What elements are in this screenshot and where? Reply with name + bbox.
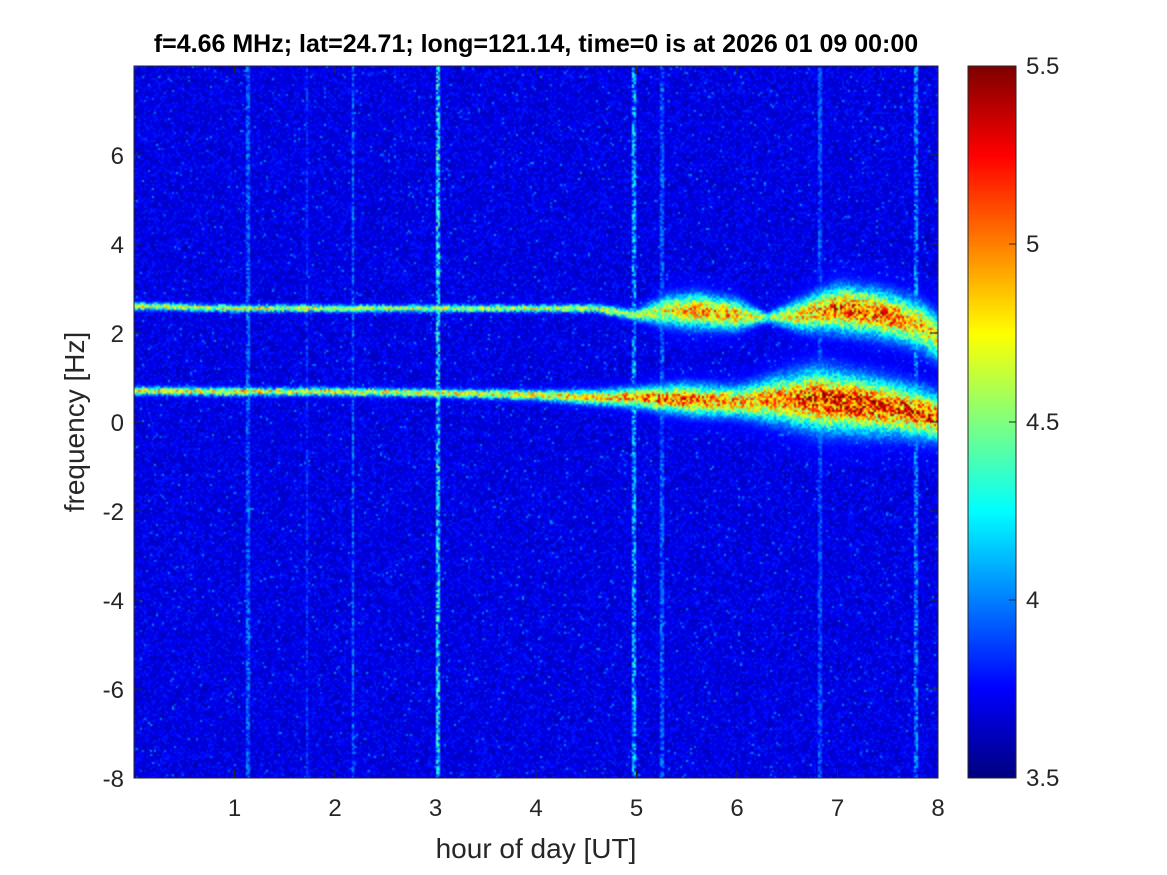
x-tick-label: 5 bbox=[630, 795, 643, 822]
x-axis-label: hour of day [UT] bbox=[436, 833, 637, 864]
plot-area bbox=[134, 66, 938, 778]
x-tick-label: 6 bbox=[730, 795, 743, 822]
y-tick-label: 6 bbox=[111, 143, 124, 170]
colorbar-tick-label: 3.5 bbox=[1026, 765, 1059, 792]
x-axis: 1 2 3 4 5 6 7 8 bbox=[228, 66, 945, 822]
colorbar-tick-label: 5 bbox=[1026, 231, 1039, 258]
x-tick-label: 7 bbox=[831, 795, 844, 822]
y-tick-label: 4 bbox=[111, 232, 124, 259]
colorbar-tick-label: 5.5 bbox=[1026, 53, 1059, 80]
colorbar-tick-label: 4.5 bbox=[1026, 409, 1059, 436]
colorbar bbox=[968, 66, 1016, 778]
y-axis: -8 -6 -4 -2 0 2 4 6 bbox=[103, 143, 938, 793]
x-tick-label: 8 bbox=[931, 795, 944, 822]
y-tick-label: -2 bbox=[103, 499, 124, 526]
y-tick-label: 0 bbox=[111, 410, 124, 437]
y-axis-label: frequency [Hz] bbox=[59, 332, 90, 513]
y-tick-label: 2 bbox=[111, 321, 124, 348]
x-tick-label: 3 bbox=[429, 795, 442, 822]
colorbar-gradient bbox=[968, 66, 1016, 778]
x-tick-label: 2 bbox=[328, 795, 341, 822]
y-tick-label: -4 bbox=[103, 588, 124, 615]
y-tick-label: -8 bbox=[103, 766, 124, 793]
chart-title: f=4.66 MHz; lat=24.71; long=121.14, time… bbox=[154, 30, 918, 58]
colorbar-tick-label: 4 bbox=[1026, 587, 1039, 614]
x-tick-label: 4 bbox=[529, 795, 542, 822]
heatmap-canvas bbox=[134, 66, 938, 778]
y-tick-label: -6 bbox=[103, 677, 124, 704]
colorbar-axis: 3.5 4 4.5 5 5.5 bbox=[1009, 53, 1059, 792]
x-tick-label: 1 bbox=[228, 795, 241, 822]
